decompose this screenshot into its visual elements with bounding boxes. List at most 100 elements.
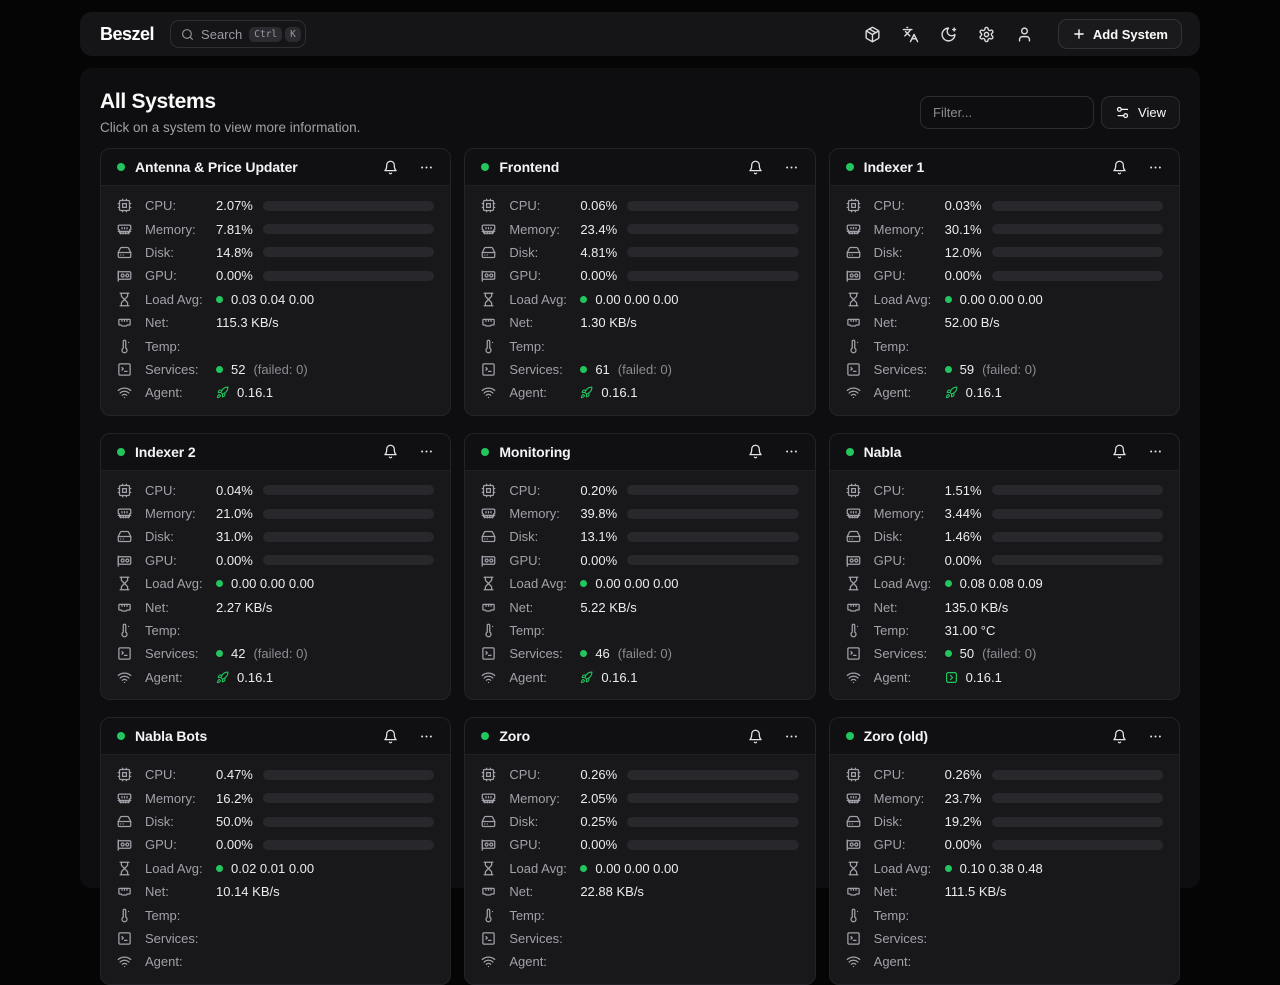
system-card-header: Nabla [829, 433, 1179, 471]
services-row: Services: 59 (failed: 0) [846, 358, 1163, 381]
agent-update-rocket-icon [216, 671, 229, 684]
memory-stick-icon [481, 506, 496, 521]
more-options-ellipsis-icon[interactable] [1148, 160, 1163, 175]
temp-label: Temp: [509, 907, 545, 923]
more-options-ellipsis-icon[interactable] [419, 444, 434, 459]
alerts-bell-icon[interactable] [1112, 729, 1127, 744]
services-failed: (failed: 0) [253, 646, 308, 662]
more-options-ellipsis-icon[interactable] [419, 160, 434, 175]
disk-label: Disk: [873, 244, 903, 260]
alerts-bell-icon[interactable] [748, 729, 763, 744]
load-avg-status-dot [944, 580, 952, 588]
temp-label: Temp: [873, 623, 910, 639]
system-card[interactable]: Zoro CPU: 0.26% [464, 717, 816, 985]
add-system-button[interactable]: Add System [1057, 19, 1182, 49]
filter-input[interactable] [920, 96, 1095, 129]
disk-meter [627, 531, 799, 542]
alerts-bell-icon[interactable] [1112, 444, 1127, 459]
agent-version: 0.16.1 [237, 385, 274, 401]
disk-label: Disk: [145, 529, 174, 545]
agent-version: 0.16.1 [965, 669, 1002, 685]
temp-row: Temp: [481, 334, 798, 357]
add-system-label: Add System [1092, 26, 1168, 42]
memory-stick-icon [117, 506, 132, 521]
services-failed: (failed: 0) [982, 361, 1037, 377]
gpu-meter [991, 270, 1163, 281]
alerts-bell-icon[interactable] [748, 444, 763, 459]
gpu-card-icon [481, 837, 496, 852]
load-avg-row: Load Avg: 0.00 0.00 0.00 [481, 857, 798, 880]
cpu-value: 1.51% [944, 482, 982, 498]
services-status-dot [944, 365, 952, 373]
kbd-k: K [285, 26, 301, 42]
gpu-card-icon [117, 837, 132, 852]
services-label: Services: [145, 930, 199, 946]
gpu-meter [263, 270, 435, 281]
net-row: Net: 111.5 KB/s [846, 880, 1163, 903]
load-avg-label: Load Avg: [145, 291, 203, 307]
system-card[interactable]: Indexer 2 CPU: 0.04% [100, 432, 452, 701]
gpu-value: 0.00% [580, 268, 618, 284]
net-label: Net: [873, 599, 898, 615]
gpu-label: GPU: [509, 552, 542, 568]
system-card-header: Indexer 1 [829, 149, 1179, 186]
disk-label: Disk: [145, 244, 174, 260]
status-up-dot [117, 732, 125, 741]
system-card[interactable]: Nabla CPU: 1.51% [828, 432, 1180, 701]
wifi-icon [846, 670, 861, 685]
net-value: 115.3 KB/s [216, 315, 279, 331]
agent-row: Agent: 0.16.1 [117, 666, 434, 689]
load-avg-status-dot [580, 864, 588, 872]
services-status-dot [580, 365, 588, 373]
more-options-ellipsis-icon[interactable] [784, 160, 799, 175]
cpu-value: 0.26% [944, 767, 982, 783]
alerts-bell-icon[interactable] [1112, 160, 1127, 175]
system-card[interactable]: Indexer 1 CPU: 0.03% [828, 148, 1180, 416]
status-up-dot [481, 163, 490, 171]
cpu-chip-icon [117, 198, 132, 213]
package-icon[interactable] [864, 26, 881, 43]
more-options-ellipsis-icon[interactable] [784, 444, 799, 459]
load-avg-row: Load Avg: 0.10 0.38 0.48 [846, 857, 1163, 880]
more-options-ellipsis-icon[interactable] [784, 729, 799, 744]
app-logo: Beszel [100, 23, 155, 44]
cpu-meter [627, 769, 799, 780]
disk-row: Disk: 31.0% [117, 525, 435, 548]
services-status-dot [216, 650, 223, 658]
hard-drive-icon [481, 814, 496, 829]
user-icon[interactable] [1016, 26, 1033, 43]
search-input[interactable]: Search Ctrl K [170, 20, 307, 48]
system-name: Indexer 2 [135, 443, 196, 460]
load-avg-value: 0.02 0.01 0.00 [231, 860, 315, 876]
hourglass-icon [481, 292, 496, 307]
view-button[interactable]: View [1101, 96, 1180, 129]
languages-icon[interactable] [902, 26, 919, 43]
memory-row: Memory: 7.81% [117, 217, 435, 240]
alerts-bell-icon[interactable] [383, 729, 398, 744]
dark-mode-moon-icon[interactable] [940, 26, 957, 43]
system-card[interactable]: Nabla Bots CPU: 0.47% [100, 717, 452, 985]
disk-value: 4.81% [580, 244, 618, 260]
hourglass-icon [117, 292, 132, 307]
alerts-bell-icon[interactable] [383, 160, 398, 175]
agent-label: Agent: [873, 669, 912, 685]
ethernet-port-icon [481, 315, 496, 330]
load-avg-row: Load Avg: 0.03 0.04 0.00 [117, 288, 434, 311]
system-card[interactable]: Zoro (old) CPU: 0.26% [828, 717, 1180, 985]
cpu-label: CPU: [509, 482, 541, 498]
more-options-ellipsis-icon[interactable] [1148, 444, 1163, 459]
gpu-label: GPU: [873, 552, 906, 568]
agent-row: Agent: 0.16.1 [117, 381, 434, 404]
alerts-bell-icon[interactable] [383, 444, 398, 459]
wifi-icon [481, 670, 496, 685]
status-up-dot [845, 732, 854, 741]
agent-row: Agent: 0.16.1 [481, 381, 798, 404]
system-card[interactable]: Antenna & Price Updater CPU: 2.07% [100, 148, 452, 416]
settings-gear-icon[interactable] [978, 26, 995, 43]
more-options-ellipsis-icon[interactable] [419, 729, 434, 744]
system-card[interactable]: Monitoring CPU: 0.20% [464, 432, 816, 701]
more-options-ellipsis-icon[interactable] [1148, 729, 1163, 744]
alerts-bell-icon[interactable] [748, 160, 763, 175]
services-label: Services: [145, 646, 199, 662]
system-card[interactable]: Frontend CPU: 0.06% [464, 148, 816, 416]
